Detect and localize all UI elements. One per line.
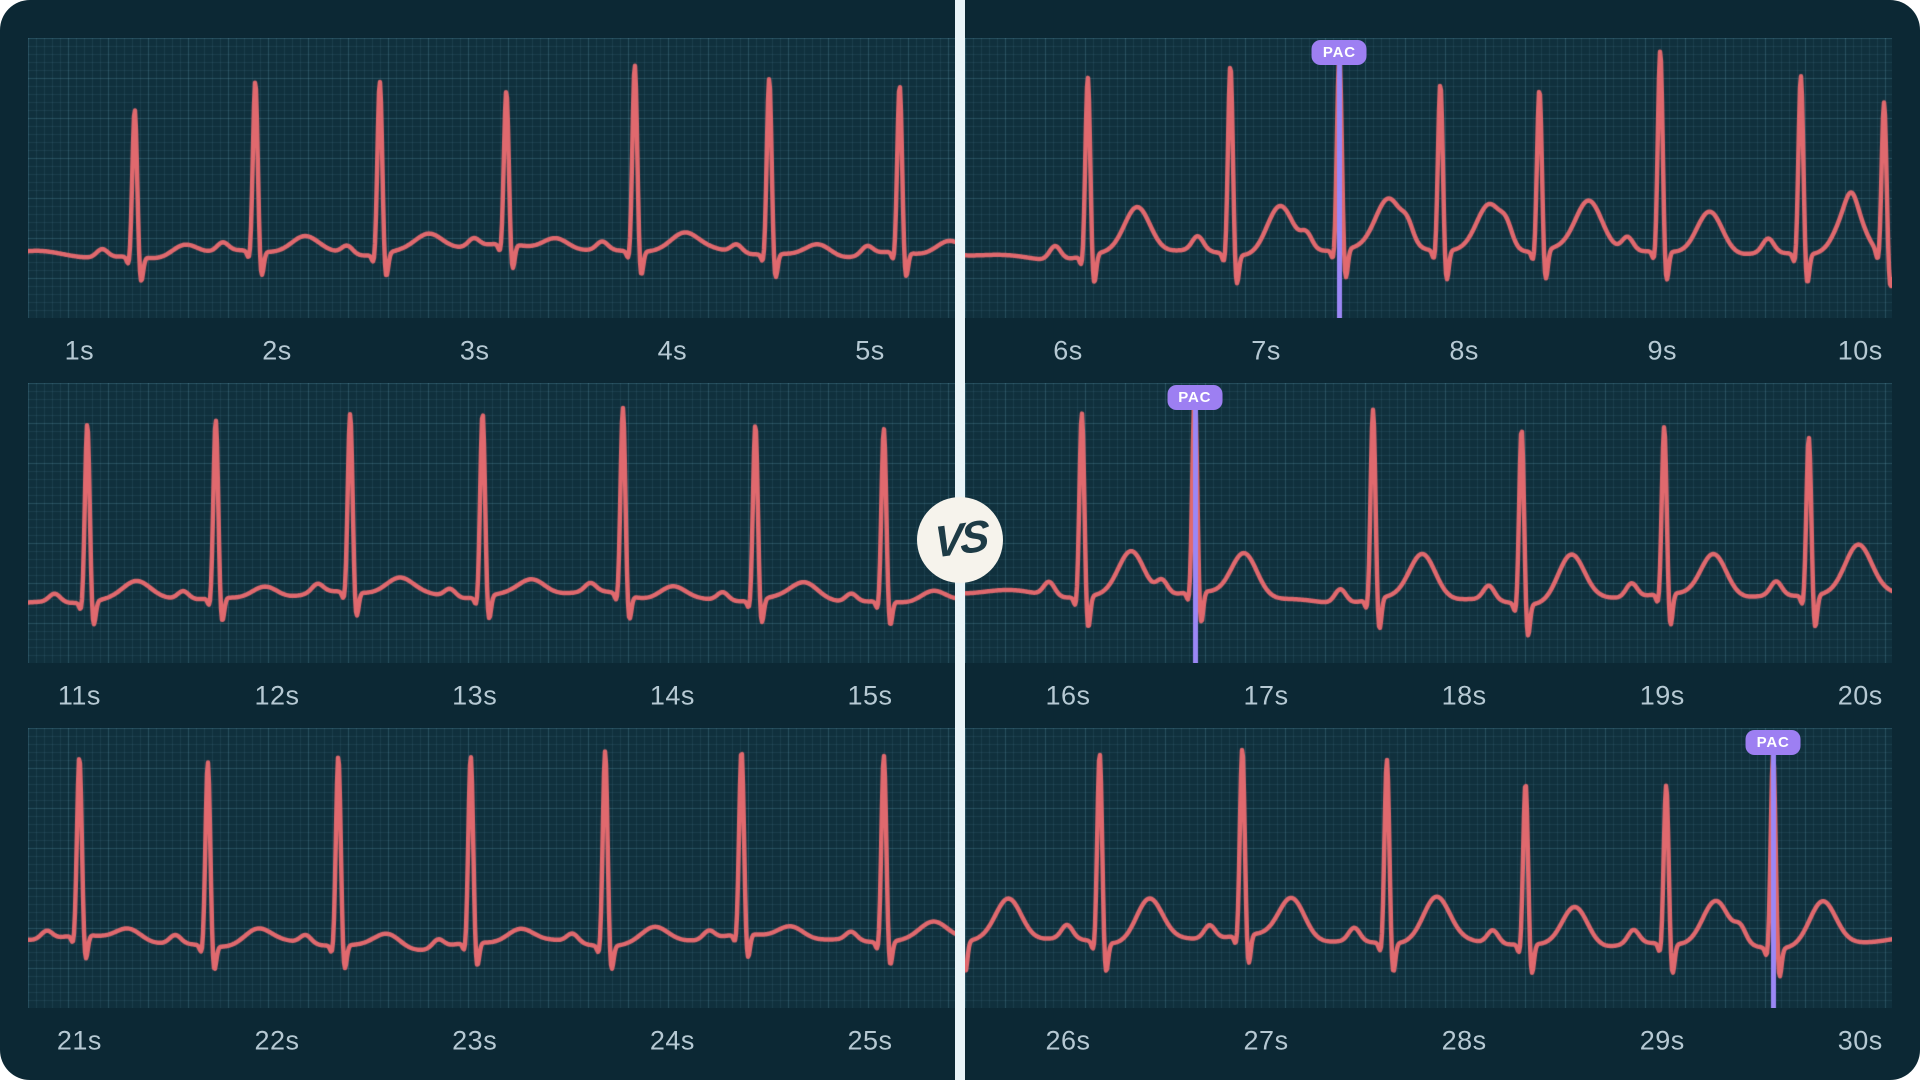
pac-annotation-badge: PAC <box>1745 730 1801 755</box>
time-tick-label: 30s <box>1837 1025 1883 1055</box>
ecg-panel-row2-right: 16s 17s 18s 19s 20s PAC <box>965 383 1892 728</box>
time-tick-label: 1s <box>64 335 95 365</box>
time-tick-label: 29s <box>1639 1025 1685 1055</box>
time-tick-label: 20s <box>1837 680 1883 710</box>
vs-badge: VS <box>917 497 1003 583</box>
time-tick-label: 16s <box>1045 680 1091 710</box>
ecg-row-1: 1s 2s 3s 4s 5s 6s 7s 8s 9s 10s PAC <box>0 38 1920 383</box>
time-tick-label: 17s <box>1243 680 1289 710</box>
vs-badge-label: VS <box>933 511 987 568</box>
ecg-panel-row1-right: 6s 7s 8s 9s 10s PAC <box>965 38 1892 383</box>
time-tick-label: 26s <box>1045 1025 1091 1055</box>
time-tick-label: 9s <box>1647 335 1677 365</box>
time-axis-row1-left: 1s 2s 3s 4s 5s <box>28 318 955 383</box>
ecg-canvas-row1-left <box>28 38 955 318</box>
time-tick-label: 19s <box>1639 680 1685 710</box>
ecg-canvas-row3-right <box>965 728 1892 1008</box>
ecg-canvas-row3-left <box>28 728 955 1008</box>
time-tick-label: 6s <box>1053 335 1083 365</box>
time-tick-label: 22s <box>254 1025 300 1055</box>
time-tick-label: 15s <box>847 680 893 710</box>
ecg-canvas-row2-right <box>965 383 1892 663</box>
time-tick-label: 27s <box>1243 1025 1289 1055</box>
time-tick-label: 4s <box>657 335 688 365</box>
time-tick-label: 25s <box>847 1025 893 1055</box>
time-tick-label: 14s <box>649 680 695 710</box>
time-axis-row2-right: 16s 17s 18s 19s 20s <box>965 663 1892 728</box>
ecg-row-2: 11s 12s 13s 14s 15s 16s 17s 18s 19s 20s PAC <box>0 383 1920 728</box>
time-axis-row3-right: 26s 27s 28s 29s 30s <box>965 1008 1892 1073</box>
ecg-panel-row1-left: 1s 2s 3s 4s 5s <box>28 38 955 383</box>
time-axis-row2-left: 11s 12s 13s 14s 15s <box>28 663 955 728</box>
ecg-panel-row2-left: 11s 12s 13s 14s 15s <box>28 383 955 728</box>
pac-annotation-badge: PAC <box>1311 40 1367 65</box>
time-tick-label: 28s <box>1441 1025 1487 1055</box>
ecg-canvas-row2-left <box>28 383 955 663</box>
time-tick-label: 18s <box>1441 680 1487 710</box>
time-tick-label: 13s <box>452 680 498 710</box>
time-tick-label: 7s <box>1251 335 1281 365</box>
time-tick-label: 11s <box>57 680 101 710</box>
time-tick-label: 5s <box>855 335 885 365</box>
time-tick-label: 2s <box>262 335 292 365</box>
time-tick-label: 12s <box>254 680 300 710</box>
time-tick-label: 10s <box>1837 335 1883 365</box>
time-axis-row1-right: 6s 7s 8s 9s 10s <box>965 318 1892 383</box>
time-tick-label: 21s <box>56 1025 102 1055</box>
ecg-row-3: 21s 22s 23s 24s 25s 26s 27s 28s 29s 30s PAC <box>0 728 1920 1073</box>
ecg-canvas-row1-right <box>965 38 1892 318</box>
time-tick-label: 3s <box>459 335 490 365</box>
time-tick-label: 23s <box>452 1025 498 1055</box>
pac-annotation-badge: PAC <box>1167 385 1223 410</box>
time-tick-label: 24s <box>649 1025 695 1055</box>
time-axis-row3-left: 21s 22s 23s 24s 25s <box>28 1008 955 1073</box>
ecg-panel-row3-right: 26s 27s 28s 29s 30s PAC <box>965 728 1892 1073</box>
ecg-panel-row3-left: 21s 22s 23s 24s 25s <box>28 728 955 1073</box>
time-tick-label: 8s <box>1449 335 1479 365</box>
